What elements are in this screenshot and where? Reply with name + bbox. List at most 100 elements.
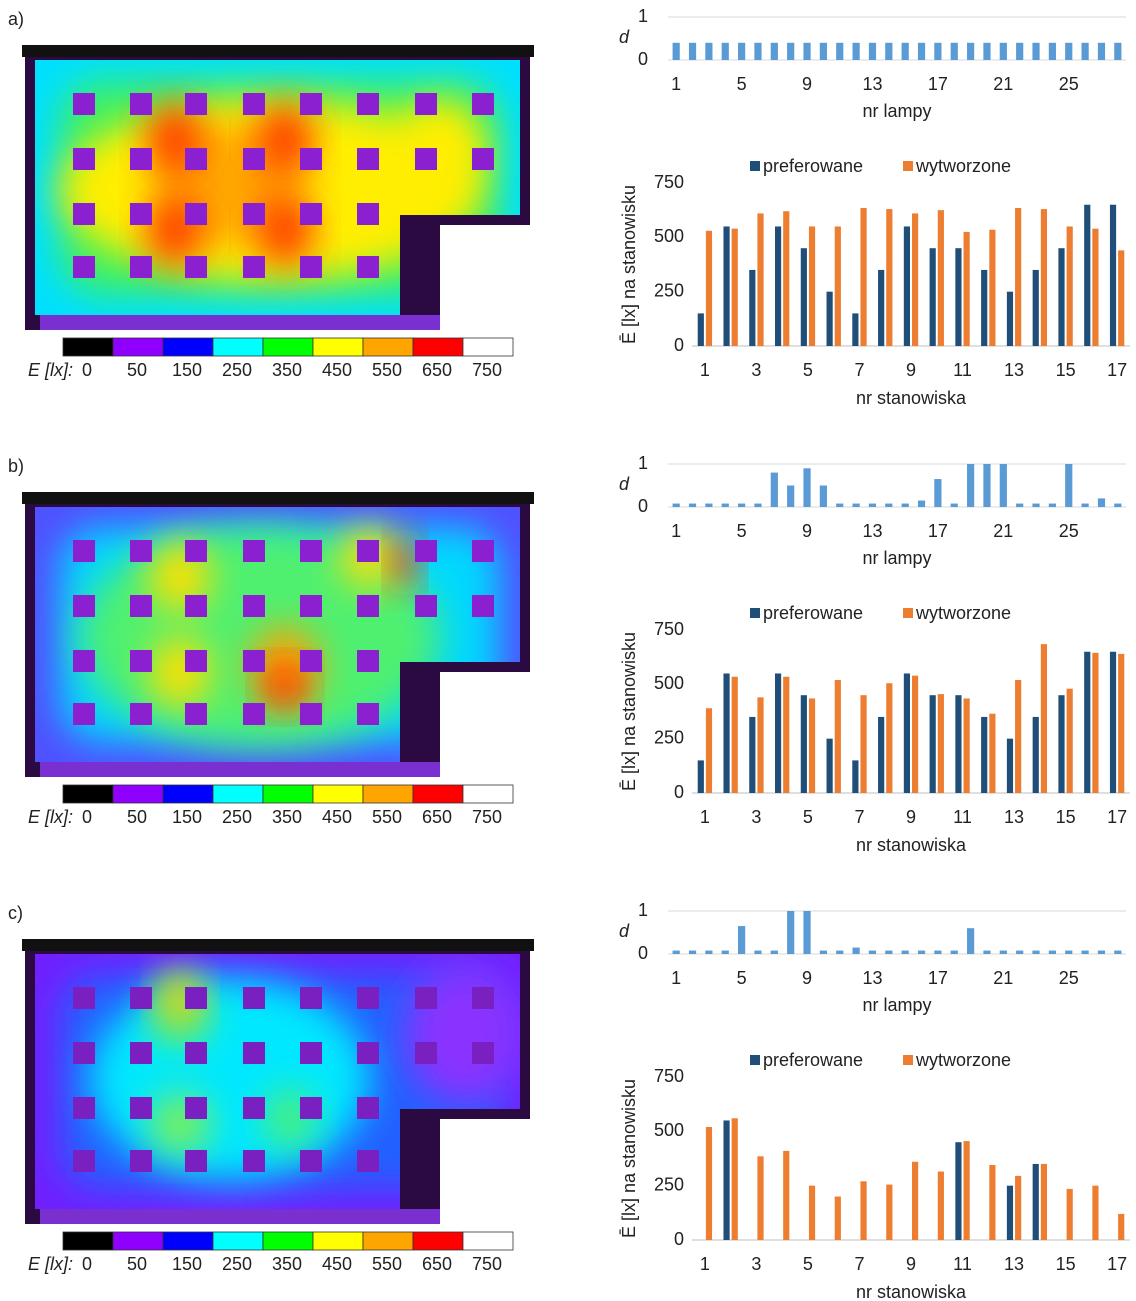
bar <box>1065 464 1072 507</box>
x-tick-label: 5 <box>803 360 813 380</box>
bar <box>1082 951 1089 954</box>
bar <box>757 697 763 793</box>
workstation <box>243 256 265 278</box>
bar <box>1041 1164 1047 1240</box>
colorbar-tick-label: 650 <box>422 360 452 380</box>
bar <box>809 226 815 346</box>
colorbar-segment <box>63 338 113 356</box>
x-tick-label: 21 <box>993 968 1013 988</box>
bar <box>964 1141 970 1240</box>
x-tick-label: 9 <box>906 360 916 380</box>
colorbar-segment <box>213 785 263 803</box>
bar <box>878 270 884 346</box>
colorbar-tick-label: 450 <box>322 1254 352 1274</box>
bar <box>706 1127 712 1240</box>
workstation <box>185 650 207 672</box>
bar <box>1041 644 1047 793</box>
bar <box>689 43 696 60</box>
x-tick-label: 9 <box>802 521 812 541</box>
workstation <box>300 703 322 725</box>
bar <box>918 501 925 507</box>
colorbar-tick-label: 150 <box>172 807 202 827</box>
bar <box>820 951 827 954</box>
bar <box>983 43 990 60</box>
light-zone <box>393 537 417 587</box>
bar <box>981 717 987 793</box>
workstation <box>300 93 322 115</box>
room-floor <box>35 60 520 315</box>
workstation <box>472 1042 494 1064</box>
x-tick-label: 1 <box>671 968 681 988</box>
bar <box>951 43 958 60</box>
bar <box>1033 270 1039 346</box>
bar <box>1067 226 1073 346</box>
bar <box>723 1120 729 1240</box>
bar <box>1098 498 1105 507</box>
colorbar-segment <box>363 338 413 356</box>
workstation <box>130 1150 152 1172</box>
x-axis-label: nr lampy <box>862 548 931 568</box>
y-tick-label: 0 <box>638 943 648 963</box>
bar <box>912 213 918 346</box>
workstation <box>243 540 265 562</box>
x-tick-label: 1 <box>671 74 681 94</box>
colorbar-segment <box>363 1232 413 1250</box>
bar <box>757 1156 763 1240</box>
colorbar-tick-label: 150 <box>172 360 202 380</box>
workstation <box>357 595 379 617</box>
bar <box>852 313 858 346</box>
bar <box>673 951 680 954</box>
workstation <box>300 650 322 672</box>
workstation <box>472 987 494 1009</box>
y-tick-label: 0 <box>638 496 648 516</box>
y-tick-label: 500 <box>654 1120 684 1140</box>
x-tick-label: 5 <box>737 968 747 988</box>
bar <box>1082 43 1089 60</box>
bar <box>886 209 892 346</box>
y-axis-label: d <box>619 921 630 941</box>
workstation <box>472 148 494 170</box>
bar <box>869 43 876 60</box>
colorbar-segment <box>463 338 513 356</box>
bar <box>801 248 807 346</box>
colorbar-segment <box>163 338 213 356</box>
bar <box>689 504 696 507</box>
x-tick-label: 17 <box>928 968 948 988</box>
panel-label: c) <box>8 903 23 923</box>
workstation <box>73 256 95 278</box>
colorbar-segment <box>213 1232 263 1250</box>
bar <box>967 928 974 954</box>
workstation <box>185 595 207 617</box>
colorbar-tick-label: 0 <box>82 1254 92 1274</box>
bar <box>801 695 807 793</box>
bar <box>930 248 936 346</box>
colorbar-tick-label: 250 <box>222 1254 252 1274</box>
workstation <box>300 203 322 225</box>
x-tick-label: 13 <box>1004 1254 1024 1274</box>
bar <box>904 673 910 793</box>
bar <box>787 486 794 508</box>
bar <box>964 698 970 793</box>
bar <box>827 739 833 793</box>
x-tick-label: 5 <box>737 74 747 94</box>
colorbar-tick-label: 550 <box>372 807 402 827</box>
colorbar-segment <box>413 338 463 356</box>
colorbar-segment <box>163 1232 213 1250</box>
x-tick-label: 17 <box>1107 807 1127 827</box>
bar <box>869 951 876 954</box>
x-tick-label: 1 <box>700 807 710 827</box>
workstation <box>73 595 95 617</box>
bar <box>918 951 925 954</box>
x-tick-label: 3 <box>751 1254 761 1274</box>
workstation <box>130 256 152 278</box>
bar <box>835 226 841 346</box>
bar <box>853 43 860 60</box>
y-tick-label: 1 <box>638 900 648 920</box>
bar <box>860 208 866 346</box>
bar <box>934 951 941 954</box>
bar <box>938 1172 944 1240</box>
panel-label: b) <box>8 456 24 476</box>
bar <box>853 948 860 954</box>
bar <box>1065 43 1072 60</box>
bar <box>860 1181 866 1240</box>
